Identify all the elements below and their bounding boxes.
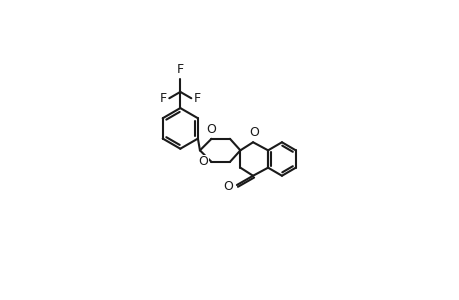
Text: O: O	[223, 180, 233, 193]
Text: F: F	[159, 92, 166, 105]
Text: F: F	[194, 92, 201, 105]
Text: O: O	[198, 155, 208, 168]
Text: O: O	[206, 123, 216, 136]
Text: O: O	[249, 126, 258, 139]
Text: F: F	[176, 63, 184, 76]
